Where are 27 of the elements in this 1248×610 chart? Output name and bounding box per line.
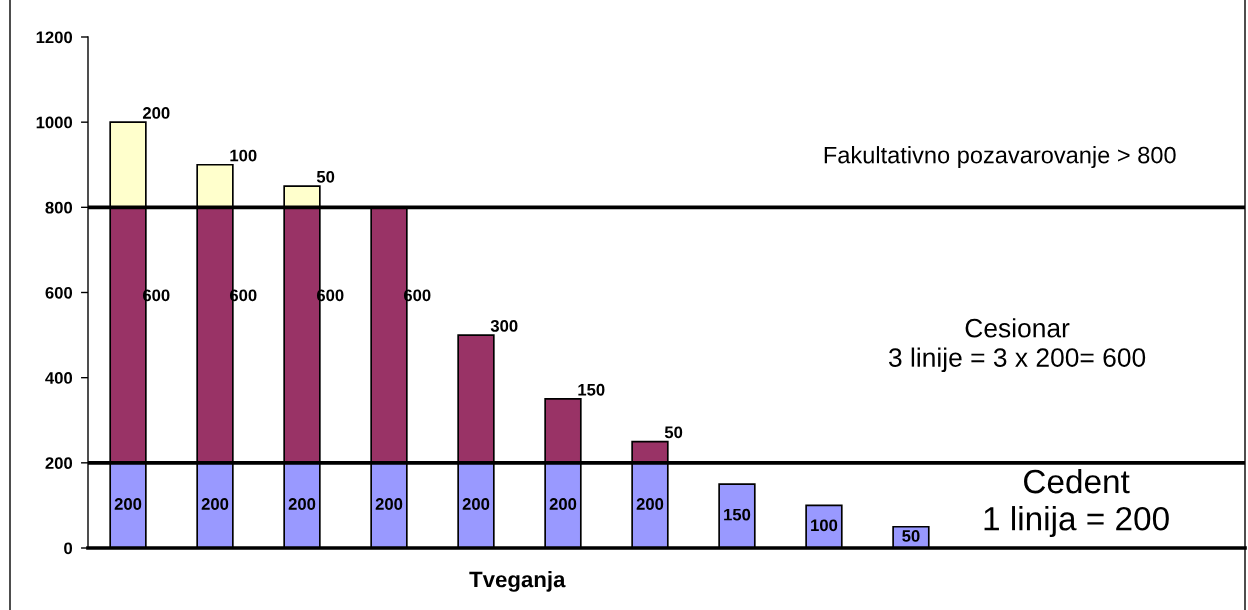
y-tick-label: 1000 <box>36 116 73 129</box>
data-label: 200 <box>142 107 170 119</box>
data-label: 50 <box>664 426 683 439</box>
data-label: 150 <box>578 383 605 396</box>
data-label: 200 <box>114 498 142 510</box>
annotation: Fakultativno pozavarovanje > 800 <box>824 146 1176 169</box>
y-tick-label: 0 <box>64 542 73 555</box>
data-label: 200 <box>462 498 490 510</box>
data-label: 50 <box>316 170 335 183</box>
data-label: 200 <box>375 498 403 510</box>
x-axis-title: Tveganja <box>469 570 566 592</box>
text: Cedent 1 linija = 200 <box>984 468 1169 538</box>
data-label: 200 <box>549 498 577 510</box>
data-label: 300 <box>490 319 518 332</box>
data-label: 200 <box>288 498 316 510</box>
data-label: 100 <box>811 519 838 532</box>
y-tick-label: 200 <box>45 457 73 470</box>
data-label: 100 <box>230 149 257 162</box>
y-tick-label: 800 <box>45 201 73 214</box>
data-label: 200 <box>636 498 664 510</box>
y-tick-label: 600 <box>45 286 73 299</box>
annotation: Cesionar 3 linije = 3 x 200= 600 <box>888 318 1146 373</box>
data-label: 50 <box>902 530 920 542</box>
data-label: 150 <box>724 508 751 521</box>
data-label: 200 <box>201 498 229 510</box>
y-tick-label: 1200 <box>36 31 73 44</box>
y-tick-label: 400 <box>45 372 73 384</box>
